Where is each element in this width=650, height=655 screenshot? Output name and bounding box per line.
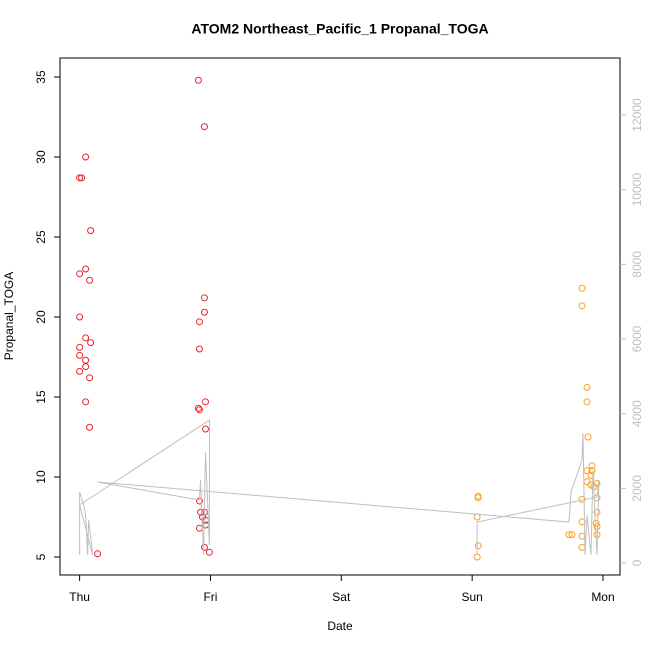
- point: [87, 339, 95, 347]
- point: [583, 383, 591, 391]
- point: [76, 270, 84, 278]
- point: [568, 531, 576, 539]
- point: [587, 471, 595, 479]
- point: [593, 523, 601, 531]
- point: [201, 398, 209, 406]
- altitude-line: [79, 419, 600, 556]
- x-tick-label: Mon: [591, 590, 614, 604]
- point: [583, 398, 591, 406]
- y-tick-label: 15: [34, 390, 48, 404]
- y2-tick-label: 8000: [630, 251, 644, 278]
- point: [578, 543, 586, 551]
- point: [200, 294, 208, 302]
- point: [82, 334, 90, 342]
- point: [87, 227, 95, 235]
- point: [200, 308, 208, 316]
- point: [82, 363, 90, 371]
- y2-tick-label: 2000: [630, 475, 644, 502]
- point: [82, 398, 90, 406]
- point: [195, 524, 203, 532]
- point: [82, 153, 90, 161]
- x-tick-label: Thu: [69, 590, 90, 604]
- y-tick-label: 20: [34, 310, 48, 324]
- y-tick-label: 30: [34, 150, 48, 164]
- point: [205, 548, 213, 556]
- x-tick-label: Sat: [332, 590, 351, 604]
- y2-tick-label: 10000: [630, 173, 644, 207]
- y2-tick-label: 0: [630, 559, 644, 566]
- point: [588, 467, 596, 475]
- point: [195, 318, 203, 326]
- point: [195, 406, 203, 414]
- point: [200, 123, 208, 131]
- y-tick-label: 10: [34, 470, 48, 484]
- x-axis-label: Date: [327, 619, 353, 633]
- x-tick-label: Fri: [203, 590, 217, 604]
- point: [565, 531, 573, 539]
- point: [76, 343, 84, 351]
- point: [86, 423, 94, 431]
- point: [474, 494, 482, 502]
- point: [82, 265, 90, 273]
- point: [578, 518, 586, 526]
- plot-frame: [59, 57, 621, 576]
- x-tick-label: Sun: [461, 590, 482, 604]
- point: [583, 478, 591, 486]
- y-axis-label: Propanal_TOGA: [2, 272, 16, 361]
- point: [76, 351, 84, 359]
- point: [194, 404, 202, 412]
- point: [578, 302, 586, 310]
- point: [76, 313, 84, 321]
- point: [200, 543, 208, 551]
- point: [201, 425, 209, 433]
- point: [78, 174, 86, 182]
- y-tick-label: 5: [34, 553, 48, 560]
- point: [194, 76, 202, 84]
- point: [76, 367, 84, 375]
- point: [195, 345, 203, 353]
- y-tick-label: 35: [34, 70, 48, 84]
- y2-tick-label: 12000: [630, 98, 644, 132]
- point: [593, 508, 601, 516]
- point: [578, 284, 586, 292]
- point: [588, 462, 596, 470]
- y2-tick-label: 6000: [630, 325, 644, 352]
- point: [86, 374, 94, 382]
- point: [474, 542, 482, 550]
- point: [76, 174, 84, 182]
- point: [82, 356, 90, 364]
- point: [578, 532, 586, 540]
- chart-title: ATOM2 Northeast_Pacific_1 Propanal_TOGA: [191, 21, 488, 37]
- point: [584, 433, 592, 441]
- y2-tick-label: 4000: [630, 400, 644, 427]
- y-tick-label: 25: [34, 230, 48, 244]
- point: [94, 550, 102, 558]
- point: [86, 276, 94, 284]
